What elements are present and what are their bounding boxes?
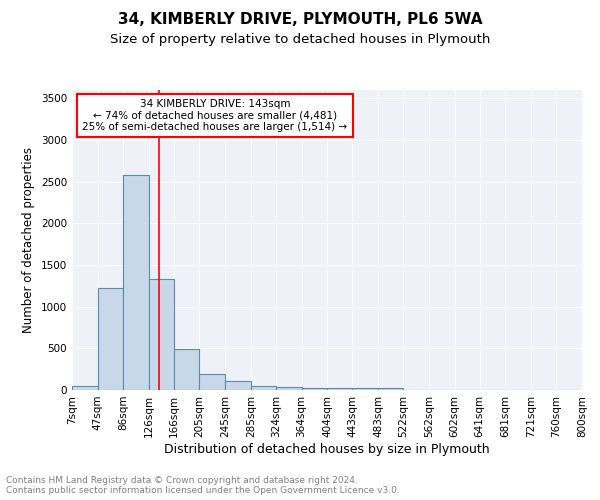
- Bar: [123, 175, 149, 390]
- Bar: [174, 349, 199, 390]
- Bar: [225, 381, 251, 390]
- Bar: [302, 388, 328, 390]
- Bar: [72, 386, 98, 390]
- Bar: [199, 374, 225, 390]
- Bar: [378, 388, 403, 390]
- Bar: [98, 288, 123, 390]
- Y-axis label: Number of detached properties: Number of detached properties: [22, 147, 35, 333]
- Bar: [276, 386, 302, 390]
- Text: 34 KIMBERLY DRIVE: 143sqm
← 74% of detached houses are smaller (4,481)
25% of se: 34 KIMBERLY DRIVE: 143sqm ← 74% of detac…: [82, 99, 347, 132]
- Bar: [149, 279, 174, 390]
- Bar: [251, 386, 276, 390]
- Text: 34, KIMBERLY DRIVE, PLYMOUTH, PL6 5WA: 34, KIMBERLY DRIVE, PLYMOUTH, PL6 5WA: [118, 12, 482, 28]
- Bar: [328, 388, 352, 390]
- X-axis label: Distribution of detached houses by size in Plymouth: Distribution of detached houses by size …: [164, 442, 490, 456]
- Text: Size of property relative to detached houses in Plymouth: Size of property relative to detached ho…: [110, 32, 490, 46]
- Text: Contains HM Land Registry data © Crown copyright and database right 2024.
Contai: Contains HM Land Registry data © Crown c…: [6, 476, 400, 495]
- Bar: [352, 388, 378, 390]
